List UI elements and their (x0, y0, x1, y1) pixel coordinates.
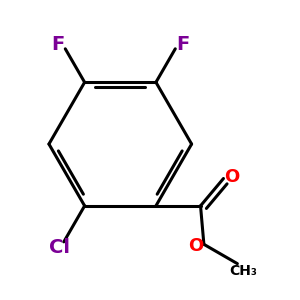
Text: F: F (51, 35, 64, 54)
Text: Cl: Cl (49, 238, 70, 257)
Text: CH₃: CH₃ (229, 264, 256, 278)
Text: O: O (224, 168, 239, 186)
Text: F: F (176, 35, 189, 54)
Text: O: O (188, 237, 203, 255)
